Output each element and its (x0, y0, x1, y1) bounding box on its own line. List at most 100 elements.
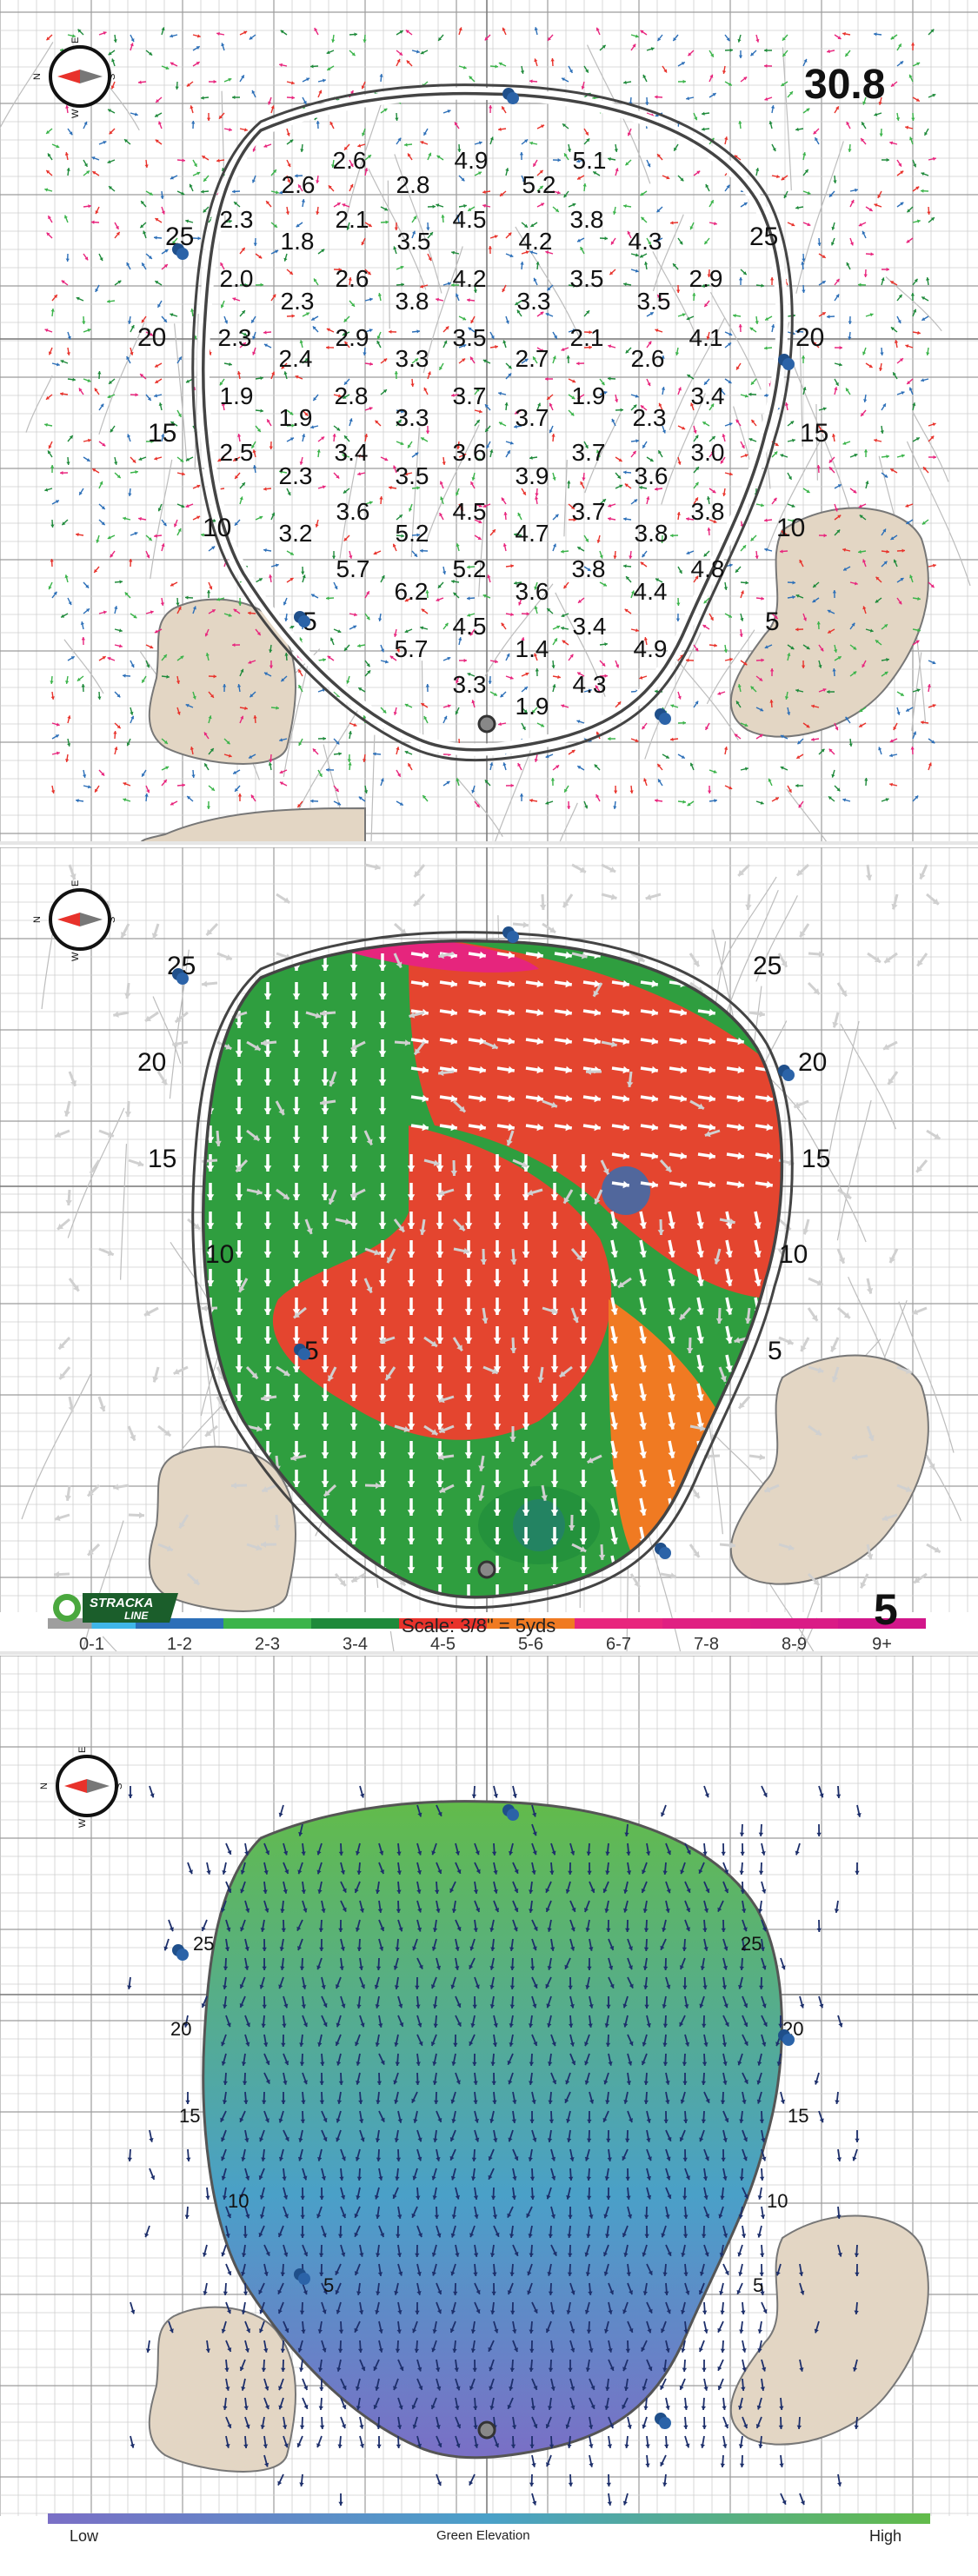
left-bunker (148, 1445, 296, 1612)
yard-mark: 25 (741, 1933, 762, 1955)
yard-mark: 15 (148, 419, 176, 448)
panel-divider (0, 841, 978, 845)
yard-marks-left: 25 20 15 10 5 (170, 1933, 334, 2296)
legend-swatch (575, 1618, 662, 1629)
slope-arrows-white (206, 951, 774, 1597)
yard-mark: 10 (779, 1240, 808, 1269)
yard-mark: 5 (753, 2274, 763, 2296)
sprinkler-heads (172, 88, 795, 725)
slope-value: 1.4 (516, 635, 549, 662)
elevation-title: Green Elevation (436, 2528, 530, 2543)
slope-value: 2.7 (516, 345, 549, 372)
slope-value: 3.7 (453, 382, 487, 409)
legend-swatch (487, 1618, 575, 1629)
hole-number: 5 (874, 1585, 898, 1634)
compass-north-arrow (57, 70, 80, 83)
yard-mark: 5 (765, 607, 780, 636)
pin-position-marker (477, 1560, 496, 1579)
slope-value: 3.4 (573, 613, 607, 640)
slope-value: 3.6 (336, 498, 370, 525)
slope-value: 3.5 (397, 228, 431, 255)
slope-value: 2.9 (689, 265, 723, 292)
compass-icon: N E S W (39, 1747, 124, 1828)
compass-letter: N (32, 916, 43, 923)
slope-arrows-outside (53, 863, 941, 1589)
slope-value: 3.0 (691, 439, 725, 466)
left-bunker (148, 2306, 296, 2473)
heat-dark-green-spot (478, 1486, 600, 1564)
map-scale: Scale: 3/8" = 5yds (402, 1615, 556, 1637)
slope-value: 2.3 (281, 288, 315, 315)
compass-letter: N (39, 1783, 50, 1789)
slope-value: 2.6 (631, 345, 665, 372)
compass-letter: E (77, 1747, 88, 1753)
slope-value: 3.3 (396, 345, 429, 372)
legend-swatch (750, 1618, 838, 1629)
compass-letter: E (70, 880, 81, 886)
yard-mark: 20 (795, 323, 824, 352)
slope-value: 3.5 (570, 265, 604, 292)
slope-value: 2.4 (279, 345, 313, 372)
slope-value: 4.7 (516, 520, 549, 547)
legend-label: 1-2 (167, 1635, 192, 1651)
compass-letter: W (70, 952, 81, 961)
slope-value: 2.1 (570, 324, 604, 351)
logo-text: STRACKA (90, 1596, 153, 1610)
slope-values-map: 2.6 4.9 5.1 2.6 2.8 5.2 2.3 2.1 4.5 3.8 1.8 3.5 4.2 4… (0, 0, 978, 843)
compass-north-arrow (64, 1779, 87, 1793)
right-bunker (729, 507, 929, 738)
heat-blue-spot (602, 1166, 650, 1215)
yard-mark: 15 (148, 1145, 176, 1173)
compass-south-arrow (80, 913, 103, 926)
yard-mark: 10 (776, 514, 805, 542)
slope-value: 2.3 (220, 206, 254, 233)
slope-value: 3.3 (396, 404, 429, 431)
slope-value: 4.8 (691, 555, 725, 582)
legend-label: 0-1 (79, 1635, 104, 1651)
slope-value: 5.1 (573, 147, 607, 174)
compass-letter: S (114, 1783, 124, 1789)
slope-value: 3.5 (453, 324, 487, 351)
slope-value: 3.8 (691, 498, 725, 525)
total-slope-value: 30.8 (804, 62, 886, 108)
legend-swatch (48, 1618, 92, 1629)
slope-value: 1.9 (279, 404, 313, 431)
slope-value: 4.2 (519, 228, 553, 255)
bottom-bunker (139, 807, 366, 843)
compass-letter: N (32, 73, 43, 80)
slope-value: 2.3 (633, 404, 667, 431)
slope-value: 3.3 (517, 288, 551, 315)
slope-value: 4.9 (634, 635, 668, 662)
yard-mark: 25 (193, 1933, 214, 1955)
legend-label: 3-4 (343, 1635, 368, 1651)
legend-swatch (662, 1618, 750, 1629)
slope-value: 3.4 (691, 382, 725, 409)
elevation-bar (48, 2513, 930, 2524)
slope-value: 2.3 (218, 324, 252, 351)
yard-mark: 20 (137, 323, 166, 352)
legend-label: 4-5 (430, 1635, 456, 1651)
slope-value: 1.9 (572, 382, 606, 409)
elevation-low-label: Low (70, 2527, 99, 2545)
slope-value: 4.9 (455, 147, 489, 174)
legend-label: 6-7 (606, 1635, 631, 1651)
slope-value: 3.8 (572, 555, 606, 582)
slope-value: 2.6 (282, 171, 316, 198)
compass-south-arrow (80, 70, 103, 83)
legend-swatch (399, 1618, 487, 1629)
legend-swatch (838, 1618, 926, 1629)
slope-value: 2.0 (220, 265, 254, 292)
slope-value: 1.9 (516, 693, 549, 720)
slope-value: 2.6 (336, 265, 369, 292)
slope-value: 2.5 (220, 439, 254, 466)
slope-values-panel: 2.6 4.9 5.1 2.6 2.8 5.2 2.3 2.1 4.5 3.8 1.8 3.5 4.2 4… (0, 0, 978, 843)
right-bunker (729, 2214, 929, 2446)
legend-label: 8-9 (782, 1635, 807, 1651)
slope-value: 3.3 (453, 671, 487, 698)
slope-value: 2.8 (335, 382, 369, 409)
yard-mark: 20 (798, 1048, 827, 1077)
